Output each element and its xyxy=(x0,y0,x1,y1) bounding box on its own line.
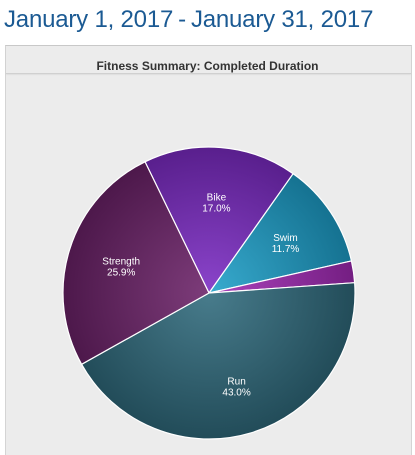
end-date: January 31, 2017 xyxy=(190,6,374,33)
pie-slice-run[interactable] xyxy=(80,282,356,440)
slice-label-swim-value: 11.7% xyxy=(272,244,300,255)
panel-toolbar xyxy=(6,46,411,74)
slice-label-bike-value: 17.0% xyxy=(202,203,230,214)
slice-label-bike-name: Bike xyxy=(207,192,227,203)
slice-label-swim-name: Swim xyxy=(273,233,297,244)
pie-slice-bike[interactable] xyxy=(144,146,294,295)
slice-label-run-value: 43.0% xyxy=(222,387,250,398)
pie-slice-strength[interactable] xyxy=(62,160,210,366)
date-separator: - xyxy=(178,6,186,33)
chart-title: Fitness Summary: Completed Duration xyxy=(96,59,319,73)
date-range-header: January 1, 2017- January 31, 2017 xyxy=(4,6,373,34)
slice-label-strength-name: Strength xyxy=(102,257,140,268)
slice-label-run-name: Run xyxy=(227,376,245,387)
slice-label-strength-value: 25.9% xyxy=(107,268,135,279)
start-date: January 1, 2017 xyxy=(4,6,174,33)
pie-slice-swim[interactable] xyxy=(207,172,353,294)
